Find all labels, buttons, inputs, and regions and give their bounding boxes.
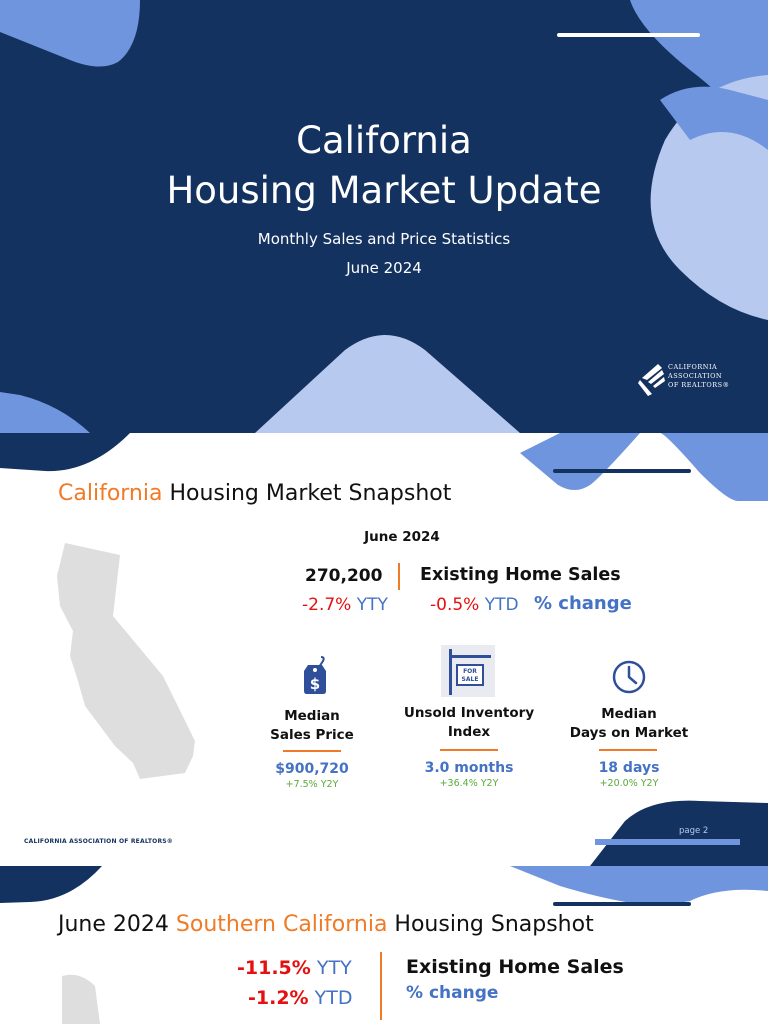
metric-underline [283,750,341,752]
metric-price-value: $900,720 [275,761,349,777]
subtitle: Monthly Sales and Price Statistics [257,230,511,248]
decorative-shapes [0,866,768,1024]
header-line [553,469,691,473]
sales-label: Existing Home Sales [406,956,624,978]
header-line [553,902,691,906]
car-logo: CALIFORNIA ASSOCIATION OF REALTORS® [638,358,738,398]
title-slide: California Housing Market Update Monthly… [0,0,768,433]
footer-text: CALIFORNIA ASSOCIATION OF REALTORS® [24,838,173,845]
snapshot-date: June 2024 [364,529,440,545]
southern-california-slide: June 2024 Southern California Housing Sn… [0,866,768,1024]
ytd-change: -0.5% YTD [430,595,519,615]
yty-change: -2.7% YTY [302,595,388,615]
header-line [557,33,700,37]
metric-inventory-change: +36.4% Y2Y [439,778,499,789]
logo-text: CALIFORNIA ASSOCIATION OF REALTORS® [668,363,730,389]
pct-change-label: % change [406,983,499,1003]
snapshot-slide: California Housing Market Snapshot June … [0,433,768,866]
metric-dom-label: Median Days on Market [569,706,689,741]
metric-inventory-label: Unsold Inventory Index [403,705,535,740]
metric-dom-value: 18 days [598,760,660,776]
decorative-shapes [0,433,768,866]
yty-change: -11.5% YTY [237,957,352,979]
divider [398,563,400,590]
decorative-shapes [0,0,768,433]
metric-price-label: Median Sales Price [270,708,354,743]
clock-icon [612,660,646,694]
report-date: June 2024 [346,259,422,277]
page-title: California Housing Market Update [166,119,602,212]
metric-underline [440,749,498,751]
ytd-change: -1.2% YTD [248,987,353,1009]
sales-label: Existing Home Sales [420,565,621,585]
metric-dom-change: +20.0% Y2Y [599,778,659,789]
divider [380,952,382,1020]
svg-text:$: $ [310,675,320,693]
california-map [57,543,195,779]
sales-value: 270,200 [305,566,383,586]
pct-change-label: % change [534,593,632,614]
page-number: page 2 [679,826,709,836]
for-sale-sign-icon: FOR SALE [441,645,495,697]
southern-title: June 2024 Southern California Housing Sn… [58,912,594,937]
price-tag-icon: $ [304,656,326,694]
sunburst-logo-icon [638,364,665,396]
metric-inventory-value: 3.0 months [424,760,514,776]
metric-underline [599,749,657,751]
snapshot-title: California Housing Market Snapshot [58,481,452,506]
metric-price-change: +7.5% Y2Y [285,779,339,790]
